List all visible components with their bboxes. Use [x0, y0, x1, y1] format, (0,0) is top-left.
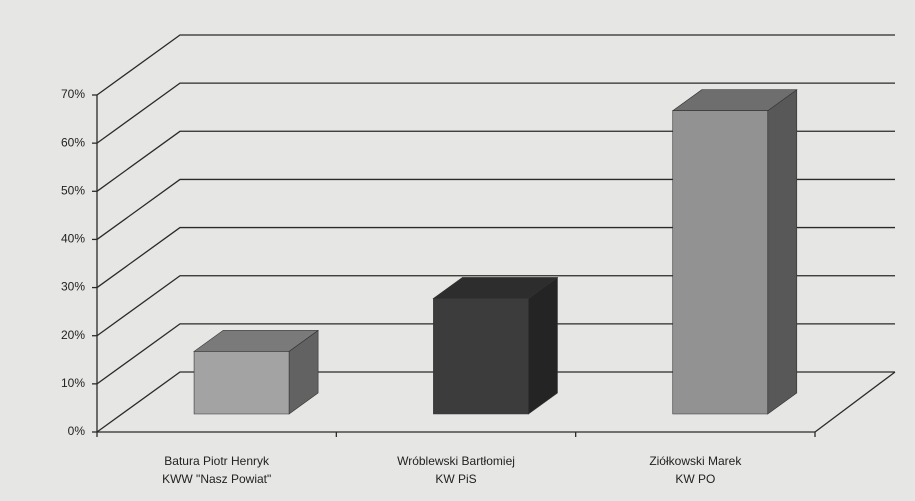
y-tick-label: 10% — [61, 376, 85, 390]
floor-edge — [814, 371, 896, 433]
bar — [671, 89, 798, 415]
x-tick-label: Wróblewski Bartłomiej — [397, 454, 515, 468]
y-tick-label: 60% — [61, 135, 85, 149]
grid-line — [96, 82, 895, 144]
bar — [193, 329, 320, 415]
y-tick-label: 0% — [68, 424, 86, 438]
bar-front — [672, 110, 769, 415]
y-tick-label: 30% — [61, 280, 85, 294]
x-tick-label: KW PO — [675, 472, 715, 486]
y-tick-label: 40% — [61, 232, 85, 246]
bar-front — [433, 298, 529, 415]
grid-line — [96, 371, 895, 433]
grid-line — [96, 178, 895, 240]
x-tick-label: KWW "Nasz Powiat" — [162, 472, 271, 486]
x-tick-label: Ziółkowski Marek — [649, 454, 742, 468]
grid-line — [96, 323, 895, 385]
y-tick-label: 20% — [61, 328, 85, 342]
y-tick-label: 70% — [61, 87, 85, 101]
bar-side — [767, 89, 798, 415]
grid-line — [96, 275, 895, 337]
grid-line — [96, 130, 895, 192]
grid-line — [96, 34, 895, 96]
grid-line — [96, 226, 895, 289]
bar-side — [528, 276, 558, 415]
y-tick-label: 50% — [61, 183, 85, 197]
bar — [432, 276, 559, 415]
x-tick-label: Batura Piotr Henryk — [164, 454, 270, 468]
bar-front — [193, 351, 290, 415]
x-tick-label: KW PiS — [435, 472, 476, 486]
